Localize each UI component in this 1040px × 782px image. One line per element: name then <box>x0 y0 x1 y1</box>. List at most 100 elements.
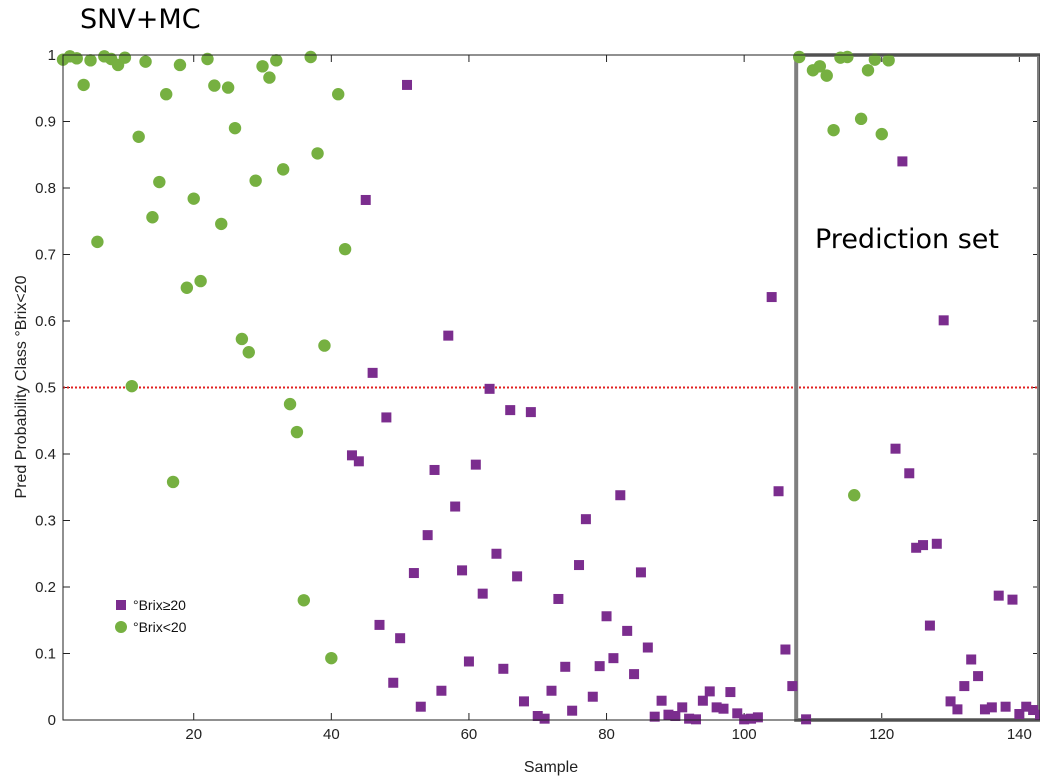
point-brix-ge-20-122 <box>891 444 901 454</box>
point-brix-ge-20-129 <box>939 315 949 325</box>
y-tick-label-0.5: 0.5 <box>35 380 56 397</box>
x-tick-label-140: 140 <box>1007 726 1032 743</box>
point-brix-ge-20-76 <box>574 560 584 570</box>
point-brix-ge-20-60 <box>464 656 474 666</box>
point-brix-lt-20-12 <box>132 131 144 143</box>
point-brix-lt-20-121 <box>882 54 894 66</box>
y-tick-label-0.3: 0.3 <box>35 513 56 530</box>
prediction-set-label: Prediction set <box>815 224 999 255</box>
x-tick-label-40: 40 <box>323 726 340 743</box>
point-brix-ge-20-94 <box>698 696 708 706</box>
point-brix-ge-20-53 <box>416 702 426 712</box>
point-brix-ge-20-98 <box>725 687 735 697</box>
point-brix-ge-20-95 <box>705 686 715 696</box>
point-brix-lt-20-23 <box>208 79 220 91</box>
point-brix-ge-20-131 <box>952 704 962 714</box>
y-tick-label-0: 0 <box>48 712 56 729</box>
point-brix-lt-20-33 <box>277 163 289 175</box>
point-brix-lt-20-21 <box>194 275 206 287</box>
point-brix-ge-20-49 <box>388 678 398 688</box>
point-brix-lt-20-42 <box>339 243 351 255</box>
point-brix-ge-20-143 <box>1035 710 1040 720</box>
point-brix-ge-20-46 <box>368 368 378 378</box>
point-brix-lt-20-120 <box>876 128 888 140</box>
point-brix-ge-20-72 <box>547 686 557 696</box>
legend-label-brix-ge-20: °Brix≥20 <box>133 597 186 613</box>
point-brix-lt-20-20 <box>188 192 200 204</box>
y-tick-label-0.8: 0.8 <box>35 180 56 197</box>
point-brix-ge-20-80 <box>602 611 612 621</box>
point-brix-ge-20-64 <box>491 549 501 559</box>
point-brix-lt-20-37 <box>304 51 316 63</box>
point-brix-ge-20-124 <box>904 468 914 478</box>
point-brix-lt-20-10 <box>119 51 131 63</box>
point-brix-ge-20-97 <box>719 704 729 714</box>
point-brix-ge-20-104 <box>767 292 777 302</box>
point-brix-lt-20-41 <box>332 88 344 100</box>
point-brix-ge-20-123 <box>897 156 907 166</box>
point-brix-ge-20-91 <box>677 702 687 712</box>
point-brix-lt-20-18 <box>174 59 186 71</box>
x-tick-label-80: 80 <box>598 726 615 743</box>
point-brix-ge-20-68 <box>519 696 529 706</box>
point-brix-lt-20-36 <box>298 594 310 606</box>
point-brix-ge-20-81 <box>608 653 618 663</box>
point-brix-lt-20-118 <box>862 64 874 76</box>
point-brix-ge-20-139 <box>1007 595 1017 605</box>
point-brix-lt-20-116 <box>848 489 860 501</box>
point-brix-lt-20-40 <box>325 652 337 664</box>
point-brix-ge-20-106 <box>780 645 790 655</box>
point-brix-ge-20-88 <box>657 696 667 706</box>
point-brix-lt-20-113 <box>827 124 839 136</box>
point-brix-ge-20-51 <box>402 80 412 90</box>
point-brix-ge-20-45 <box>361 195 371 205</box>
point-brix-lt-20-28 <box>243 346 255 358</box>
point-brix-lt-20-115 <box>841 51 853 63</box>
point-brix-ge-20-55 <box>430 465 440 475</box>
point-brix-ge-20-138 <box>1001 702 1011 712</box>
point-brix-ge-20-83 <box>622 626 632 636</box>
point-brix-lt-20-13 <box>139 55 151 67</box>
point-brix-lt-20-25 <box>222 81 234 93</box>
point-brix-lt-20-26 <box>229 122 241 134</box>
legend-label-brix-lt-20: °Brix<20 <box>133 619 187 635</box>
point-brix-ge-20-128 <box>932 539 942 549</box>
point-brix-ge-20-57 <box>443 331 453 341</box>
point-brix-lt-20-19 <box>181 282 193 294</box>
point-brix-ge-20-102 <box>753 712 763 722</box>
point-brix-lt-20-17 <box>167 476 179 488</box>
y-tick-label-0.6: 0.6 <box>35 313 56 330</box>
point-brix-lt-20-117 <box>855 113 867 125</box>
point-brix-ge-20-74 <box>560 662 570 672</box>
point-brix-ge-20-47 <box>374 620 384 630</box>
point-brix-lt-20-3 <box>71 52 83 64</box>
point-brix-lt-20-30 <box>256 60 268 72</box>
point-brix-ge-20-127 <box>925 621 935 631</box>
point-brix-lt-20-112 <box>821 69 833 81</box>
point-brix-lt-20-24 <box>215 218 227 230</box>
point-brix-lt-20-31 <box>263 71 275 83</box>
point-brix-lt-20-108 <box>793 51 805 63</box>
point-brix-ge-20-105 <box>774 486 784 496</box>
y-tick-label-0.2: 0.2 <box>35 579 56 596</box>
point-brix-ge-20-107 <box>787 681 797 691</box>
point-brix-ge-20-65 <box>498 664 508 674</box>
point-brix-lt-20-29 <box>249 174 261 186</box>
chart-title: SNV+MC <box>80 4 201 35</box>
point-brix-lt-20-34 <box>284 398 296 410</box>
point-brix-lt-20-27 <box>236 333 248 345</box>
point-brix-lt-20-14 <box>146 211 158 223</box>
point-brix-ge-20-109 <box>801 714 811 724</box>
y-tick-label-0.4: 0.4 <box>35 446 56 463</box>
point-brix-ge-20-50 <box>395 633 405 643</box>
point-brix-lt-20-11 <box>126 380 138 392</box>
y-tick-label-0.7: 0.7 <box>35 247 56 264</box>
point-brix-lt-20-6 <box>91 236 103 248</box>
y-tick-label-1: 1 <box>48 47 56 64</box>
point-brix-lt-20-35 <box>291 426 303 438</box>
point-brix-ge-20-78 <box>588 692 598 702</box>
point-brix-ge-20-134 <box>973 671 983 681</box>
point-brix-ge-20-48 <box>381 412 391 422</box>
point-brix-ge-20-86 <box>643 643 653 653</box>
